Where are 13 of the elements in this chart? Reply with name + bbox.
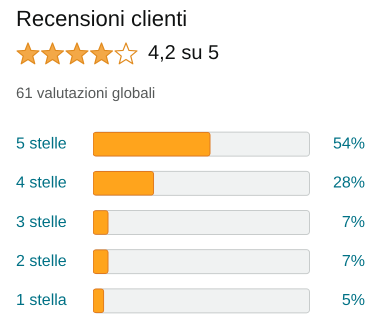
y-tick-label: 4 stelle xyxy=(16,174,67,192)
y-tick-label: 1 stella xyxy=(16,292,67,310)
y-tick-label: 2 stelle xyxy=(16,253,67,270)
y-tick-label: 3 stelle xyxy=(16,214,67,231)
y-tick-label: 5 stelle xyxy=(16,136,67,153)
data-label: 28% xyxy=(332,174,365,192)
chart-title: Recensioni clienti xyxy=(16,6,188,32)
data-label: 5% xyxy=(342,292,365,310)
data-label: 7% xyxy=(342,253,365,270)
text: 4,2 su 5 xyxy=(148,42,220,65)
chart-subtitle: 61 valutazioni globali xyxy=(16,85,156,102)
data-label: 7% xyxy=(342,214,365,231)
data-label: 54% xyxy=(332,136,365,153)
